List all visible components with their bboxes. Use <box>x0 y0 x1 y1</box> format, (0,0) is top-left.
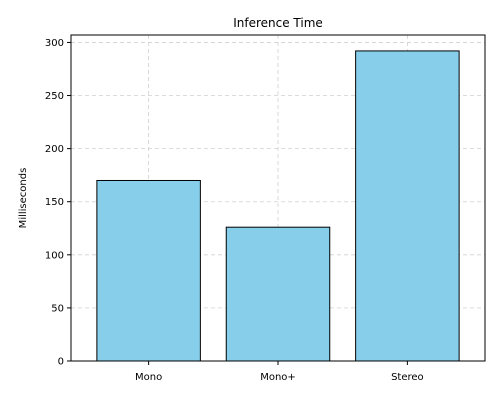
bar-stereo <box>355 50 460 362</box>
bars-layer <box>96 50 460 362</box>
y-tick-label: 300 <box>45 38 64 49</box>
x-tick-label: Mono <box>135 372 162 383</box>
chart-title: Inference Time <box>233 16 323 30</box>
x-tick-label: Mono+ <box>260 372 296 383</box>
bar-mono <box>96 179 201 362</box>
y-axis-title: Milliseconds <box>18 168 29 229</box>
y-tick-label: 250 <box>45 91 64 102</box>
y-tick-label: 0 <box>58 357 64 368</box>
x-tick-label: Stereo <box>391 372 424 383</box>
y-tick-label: 200 <box>45 144 64 155</box>
y-tick-label: 150 <box>45 197 64 208</box>
ticks-layer: 0 50 100 150 200 250 300 Mono Mono+ Stereo <box>45 38 424 383</box>
y-tick-label: 50 <box>51 303 64 314</box>
bar-mono- <box>225 226 331 362</box>
y-tick-label: 100 <box>45 250 64 261</box>
